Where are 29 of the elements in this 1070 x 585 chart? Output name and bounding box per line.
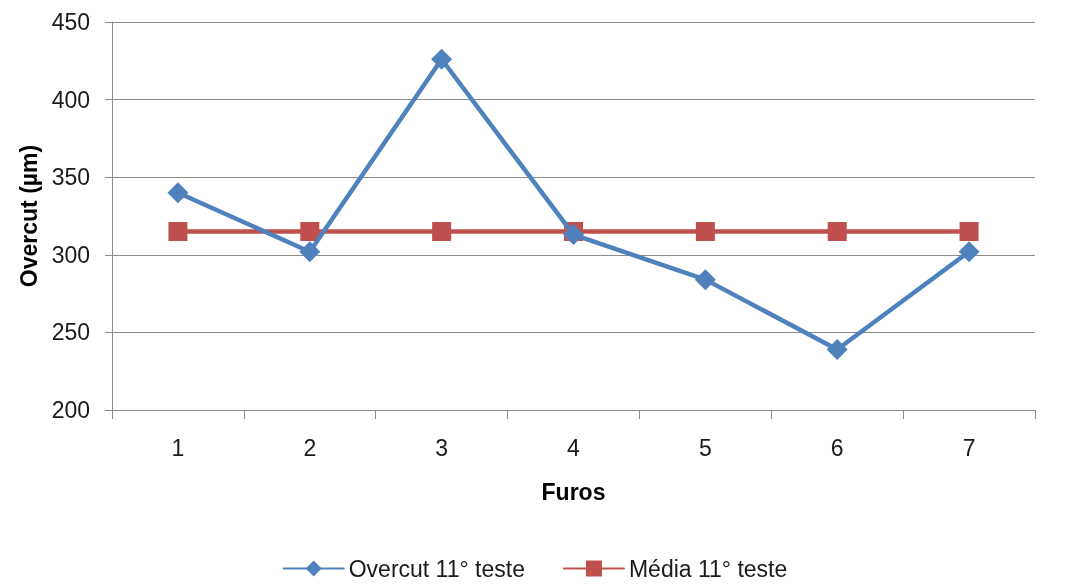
y-tick-label: 300: [51, 241, 90, 268]
x-tick-label: 1: [171, 434, 185, 461]
x-tick-label: 4: [567, 434, 581, 461]
point: [167, 182, 189, 204]
x-tick-label: 3: [435, 434, 449, 461]
x-tick-label: 5: [698, 434, 712, 461]
x-tick-label: 2: [303, 434, 317, 461]
x-tick-label: 6: [830, 434, 844, 461]
x-tick-label: 7: [962, 434, 976, 461]
y-tick-label: 400: [51, 86, 90, 113]
y-axis-title: Overcut (µm): [15, 144, 42, 288]
point: [695, 222, 715, 242]
y-tick-label: 350: [51, 164, 90, 191]
y-tick-label: 250: [51, 319, 90, 346]
legend-label: Média 11° teste: [628, 555, 788, 582]
x-axis-title: Furos: [541, 478, 606, 505]
point: [431, 48, 453, 70]
point: [827, 222, 847, 242]
point: [694, 269, 716, 291]
point: [432, 222, 452, 242]
point: [168, 222, 188, 242]
legend-label: Overcut 11° teste: [348, 555, 525, 582]
point: [958, 241, 980, 263]
point: [300, 222, 320, 242]
point: [826, 338, 848, 360]
point: [959, 222, 979, 242]
y-tick-label: 450: [51, 9, 90, 35]
point: [299, 241, 321, 263]
y-tick-label: 200: [51, 397, 90, 423]
